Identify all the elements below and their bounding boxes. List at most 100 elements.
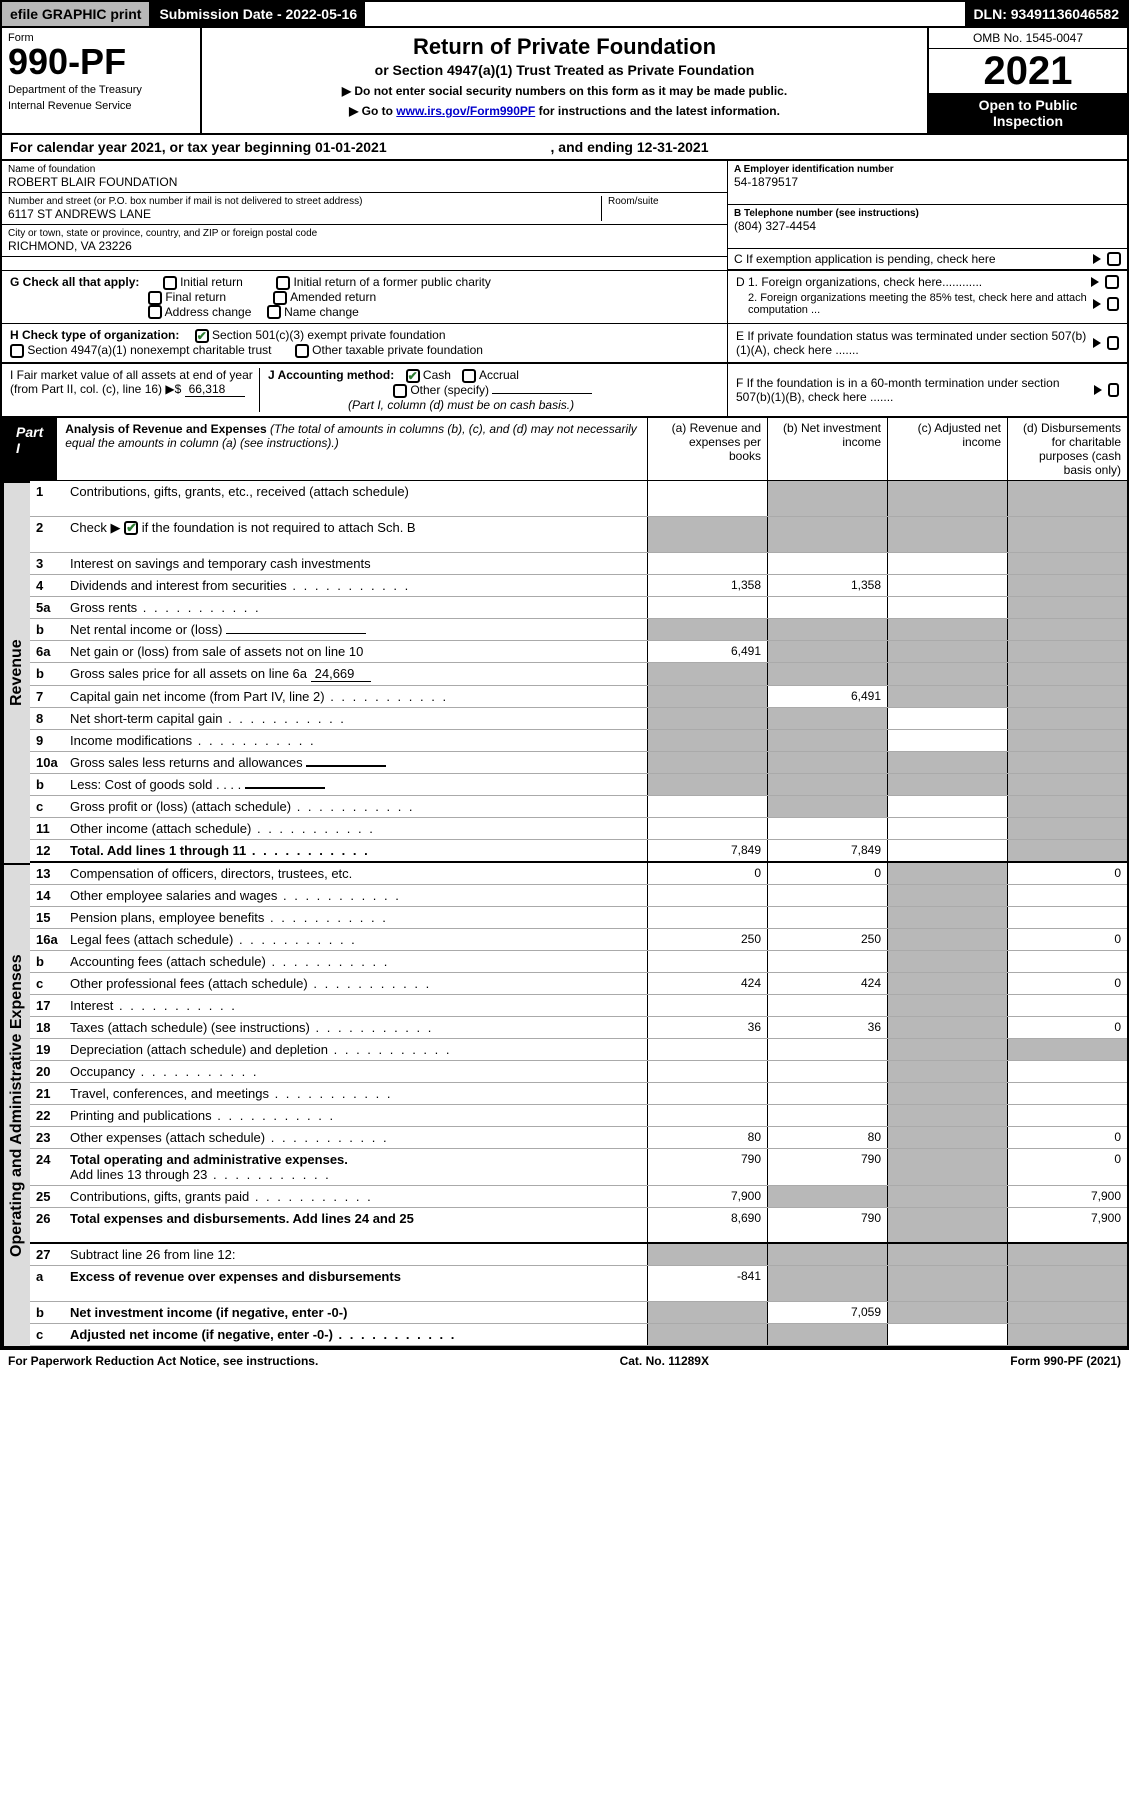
col-a-header: (a) Revenue and expenses per books xyxy=(647,418,767,480)
l27b-b: 7,059 xyxy=(767,1302,887,1323)
line-17: Interest xyxy=(66,995,647,1016)
l23-a: 80 xyxy=(647,1127,767,1148)
l18-d: 0 xyxy=(1007,1017,1127,1038)
l23-d: 0 xyxy=(1007,1127,1127,1148)
check-initial-former[interactable] xyxy=(276,276,290,290)
address-label: Number and street (or P.O. box number if… xyxy=(8,196,601,207)
l27a-a: -841 xyxy=(647,1266,767,1301)
l16c-b: 424 xyxy=(767,973,887,994)
check-d1[interactable] xyxy=(1105,275,1119,289)
l4-a: 1,358 xyxy=(647,575,767,596)
l24-a: 790 xyxy=(647,1149,767,1185)
line-21: Travel, conferences, and meetings xyxy=(66,1083,647,1104)
revenue-label: Revenue xyxy=(2,481,30,863)
foundation-name: ROBERT BLAIR FOUNDATION xyxy=(8,175,721,189)
form-number: 990-PF xyxy=(8,44,194,80)
line-2: Check ▶ ✔ if the foundation is not requi… xyxy=(66,517,647,552)
box-j: J Accounting method: ✔ Cash Accrual Othe… xyxy=(260,368,719,412)
footer-left: For Paperwork Reduction Act Notice, see … xyxy=(8,1354,318,1368)
irs-link[interactable]: www.irs.gov/Form990PF xyxy=(396,104,535,118)
line-6a: Net gain or (loss) from sale of assets n… xyxy=(66,641,647,662)
l24-b: 790 xyxy=(767,1149,887,1185)
dln: DLN: 93491136046582 xyxy=(965,2,1127,26)
line-16c: Other professional fees (attach schedule… xyxy=(66,973,647,994)
check-other-tax[interactable] xyxy=(295,344,309,358)
col-c-header: (c) Adjusted net income xyxy=(887,418,1007,480)
calendar-year-line: For calendar year 2021, or tax year begi… xyxy=(0,135,1129,161)
l18-b: 36 xyxy=(767,1017,887,1038)
line-4: Dividends and interest from securities xyxy=(66,575,647,596)
address-value: 6117 ST ANDREWS LANE xyxy=(8,207,601,221)
line-27: Subtract line 26 from line 12: xyxy=(66,1244,647,1265)
phone-label: B Telephone number (see instructions) xyxy=(734,208,1121,219)
line-22: Printing and publications xyxy=(66,1105,647,1126)
footer-cat: Cat. No. 11289X xyxy=(620,1354,709,1368)
line-26: Total expenses and disbursements. Add li… xyxy=(66,1208,647,1242)
name-label: Name of foundation xyxy=(8,164,721,175)
check-d2[interactable] xyxy=(1107,297,1119,311)
check-initial[interactable] xyxy=(163,276,177,290)
part1-title: Analysis of Revenue and Expenses xyxy=(65,422,266,436)
page-footer: For Paperwork Reduction Act Notice, see … xyxy=(0,1348,1129,1372)
check-f[interactable] xyxy=(1108,383,1119,397)
part1-label: Part I xyxy=(2,418,57,480)
check-cash[interactable]: ✔ xyxy=(406,369,420,383)
check-amended[interactable] xyxy=(273,291,287,305)
box-h: H Check type of organization: ✔ Section … xyxy=(2,324,727,362)
l13-b: 0 xyxy=(767,863,887,884)
line-23: Other expenses (attach schedule) xyxy=(66,1127,647,1148)
l13-d: 0 xyxy=(1007,863,1127,884)
form-subtitle: or Section 4947(a)(1) Trust Treated as P… xyxy=(208,62,921,78)
col-d-header: (d) Disbursements for charitable purpose… xyxy=(1007,418,1127,480)
line-19: Depreciation (attach schedule) and deple… xyxy=(66,1039,647,1060)
ein-value: 54-1879517 xyxy=(734,175,1121,189)
l18-a: 36 xyxy=(647,1017,767,1038)
check-schb[interactable]: ✔ xyxy=(124,521,138,535)
line-10b: Less: Cost of goods sold . . . . xyxy=(66,774,647,795)
line-14: Other employee salaries and wages xyxy=(66,885,647,906)
footer-form: Form 990-PF (2021) xyxy=(1010,1354,1121,1368)
submission-date: Submission Date - 2022-05-16 xyxy=(151,2,365,26)
line-10c: Gross profit or (loss) (attach schedule) xyxy=(66,796,647,817)
fmv-value: 66,318 xyxy=(185,382,245,397)
line-3: Interest on savings and temporary cash i… xyxy=(66,553,647,574)
expenses-label: Operating and Administrative Expenses xyxy=(2,863,30,1346)
line-20: Occupancy xyxy=(66,1061,647,1082)
line-27c: Adjusted net income (if negative, enter … xyxy=(66,1324,647,1345)
line-24: Total operating and administrative expen… xyxy=(66,1149,647,1185)
city-value: RICHMOND, VA 23226 xyxy=(8,239,721,253)
l12-b: 7,849 xyxy=(767,840,887,861)
l26-d: 7,900 xyxy=(1007,1208,1127,1242)
check-address[interactable] xyxy=(148,305,162,319)
l25-a: 7,900 xyxy=(647,1186,767,1207)
check-501c3[interactable]: ✔ xyxy=(195,329,209,343)
l16a-d: 0 xyxy=(1007,929,1127,950)
efile-label[interactable]: efile GRAPHIC print xyxy=(2,2,151,26)
check-name[interactable] xyxy=(267,305,281,319)
dept-treasury: Department of the Treasury xyxy=(8,84,194,96)
l6a-a: 6,491 xyxy=(647,641,767,662)
box-d: D 1. Foreign organizations, check here..… xyxy=(727,271,1127,323)
l16a-a: 250 xyxy=(647,929,767,950)
omb-number: OMB No. 1545-0047 xyxy=(929,28,1127,49)
l25-d: 7,900 xyxy=(1007,1186,1127,1207)
l16c-d: 0 xyxy=(1007,973,1127,994)
check-other-method[interactable] xyxy=(393,384,407,398)
line-5b: Net rental income or (loss) xyxy=(66,619,647,640)
box-c-label: C If exemption application is pending, c… xyxy=(734,252,996,266)
tax-year: 2021 xyxy=(929,49,1127,93)
line-5a: Gross rents xyxy=(66,597,647,618)
goto-note: ▶ Go to www.irs.gov/Form990PF for instru… xyxy=(208,104,921,118)
check-4947[interactable] xyxy=(10,344,24,358)
check-accrual[interactable] xyxy=(462,369,476,383)
irs-label: Internal Revenue Service xyxy=(8,100,194,112)
check-final[interactable] xyxy=(148,291,162,305)
l7-b: 6,491 xyxy=(767,686,887,707)
line-8: Net short-term capital gain xyxy=(66,708,647,729)
form-title: Return of Private Foundation xyxy=(208,34,921,60)
l16a-b: 250 xyxy=(767,929,887,950)
line-18: Taxes (attach schedule) (see instruction… xyxy=(66,1017,647,1038)
open-public: Open to PublicInspection xyxy=(929,93,1127,133)
check-e[interactable] xyxy=(1107,336,1119,350)
box-c-check[interactable] xyxy=(1107,252,1121,266)
